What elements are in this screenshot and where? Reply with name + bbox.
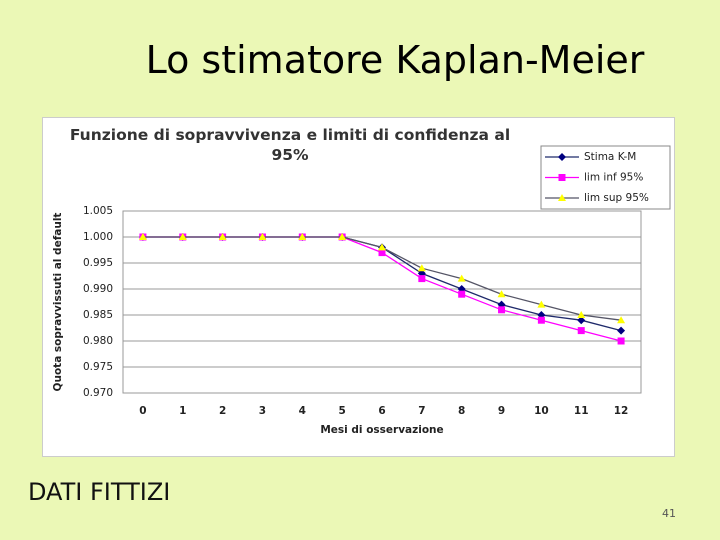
slide-note: DATI FITTIZI [28, 478, 171, 506]
x-tick-label: 10 [534, 405, 549, 417]
x-tick-label: 4 [299, 405, 306, 417]
marker [138, 233, 147, 240]
y-axis-label: Quota sopravvissuti al default [52, 213, 64, 392]
legend-label: Stima K-M [584, 151, 636, 163]
marker [537, 316, 545, 324]
x-tick-label: 11 [574, 405, 589, 417]
y-tick-label: 0.980 [83, 335, 113, 347]
legend-marker [558, 194, 566, 201]
marker [417, 264, 426, 272]
marker [617, 326, 626, 335]
y-tick-label: 0.990 [83, 283, 113, 295]
chart-title: Funzione di sopravvivenza e limiti di co… [69, 126, 511, 164]
page-number: 41 [662, 507, 676, 520]
legend-label: lim inf 95% [584, 172, 643, 184]
marker [258, 233, 267, 240]
marker [418, 275, 426, 283]
marker [577, 316, 586, 325]
x-axis-label: Mesi di osservazione [320, 424, 443, 436]
plot-area [122, 210, 642, 394]
marker [378, 243, 386, 251]
x-tick-label: 9 [498, 405, 505, 417]
legend-label: lim sup 95% [584, 192, 649, 204]
y-tick-label: 1.005 [83, 205, 113, 217]
marker [537, 300, 546, 308]
y-tick-label: 0.970 [83, 387, 113, 399]
marker [617, 337, 625, 345]
y-tick-label: 0.985 [83, 309, 113, 321]
marker [218, 233, 227, 240]
marker [497, 290, 506, 298]
x-tick-label: 12 [614, 405, 629, 417]
x-tick-label: 3 [259, 405, 266, 417]
y-tick-label: 0.975 [83, 361, 113, 373]
x-tick-label: 2 [219, 405, 226, 417]
x-tick-label: 5 [338, 405, 345, 417]
x-tick-label: 0 [139, 405, 146, 417]
marker [458, 290, 466, 298]
marker [338, 233, 347, 240]
slide-title: Lo stimatore Kaplan-Meier [145, 38, 645, 82]
x-tick-label: 8 [458, 405, 465, 417]
legend-marker [558, 153, 566, 161]
x-tick-label: 6 [378, 405, 385, 417]
y-tick-label: 1.000 [83, 231, 113, 243]
marker [577, 311, 586, 318]
marker [178, 233, 187, 240]
x-tick-label: 7 [418, 405, 425, 417]
legend-marker [558, 174, 566, 181]
marker [378, 249, 386, 257]
marker [577, 327, 585, 335]
y-tick-label: 0.995 [83, 257, 113, 269]
marker [298, 233, 307, 240]
marker [498, 306, 506, 314]
marker [617, 316, 626, 324]
marker [457, 274, 466, 282]
x-tick-label: 1 [179, 405, 186, 417]
